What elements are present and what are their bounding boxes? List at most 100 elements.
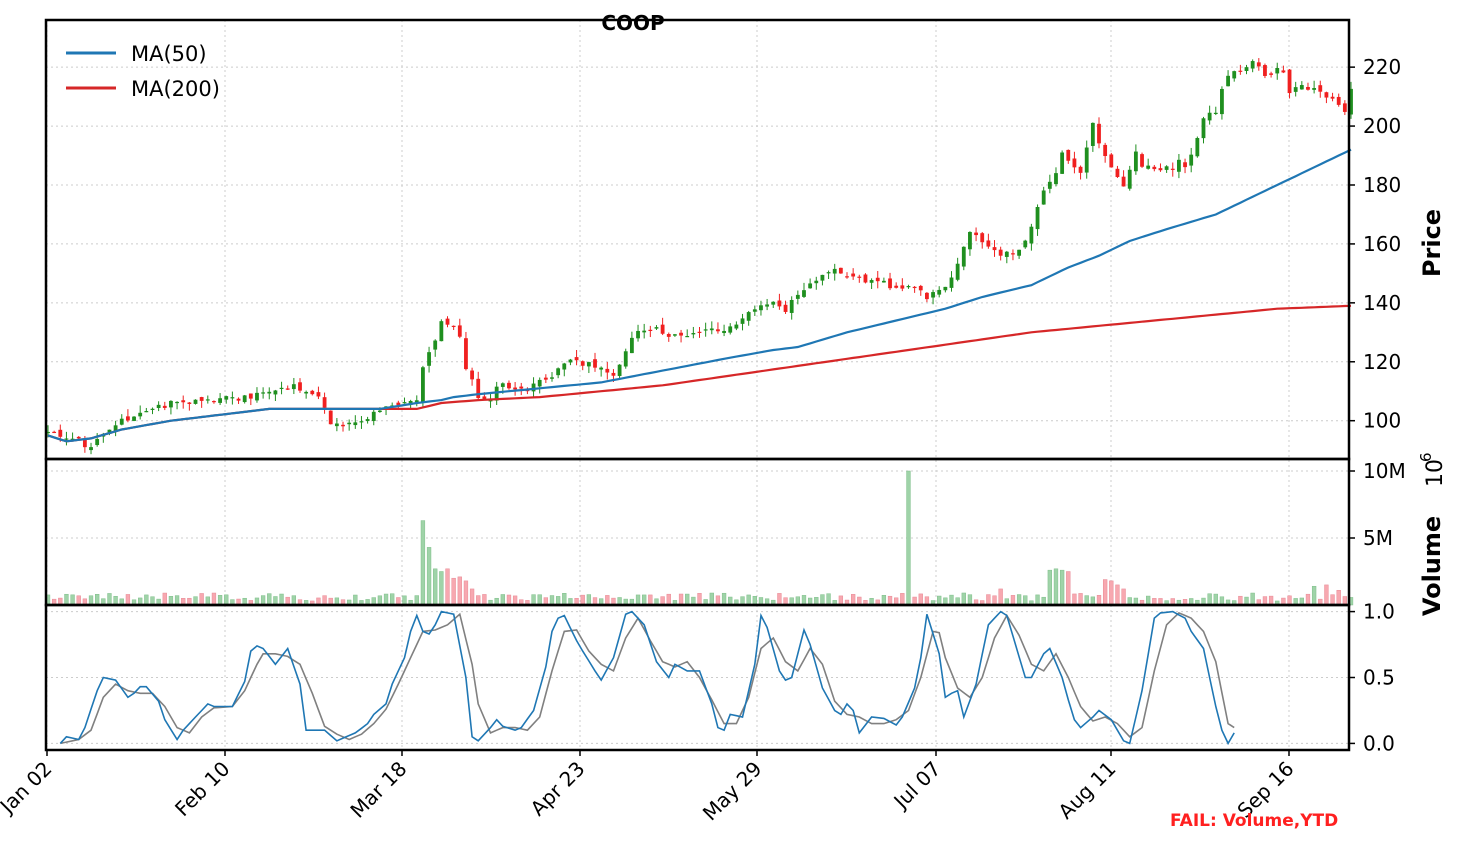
candle-body-51 [359,421,364,423]
volume-bar-27 [211,592,217,606]
candle-body-87 [580,361,585,366]
candle-body-53 [371,411,376,422]
candle-body-85 [568,359,573,363]
candle-body-11 [113,425,118,431]
volume-bar-71 [482,594,487,606]
volume-bar-87 [580,594,585,606]
volume-bar-106 [697,593,702,606]
volume-bar-104 [685,593,690,606]
candle-body-2 [58,429,63,437]
candle-body-79 [531,383,536,392]
candle-body-173 [1109,154,1114,168]
candle-body-61 [421,367,425,403]
volume-bar-173 [1109,580,1114,606]
volume-bar-211 [1342,596,1348,606]
candle-body-182 [1164,166,1169,170]
volume-bar-13 [125,594,131,606]
candle-body-129 [838,267,843,274]
volume-bar-206 [1311,585,1317,606]
candle-body-26 [205,399,210,401]
candle-body-18 [156,404,161,409]
candle-body-80 [537,379,542,387]
candle-body-19 [162,405,167,408]
candle-body-31 [236,398,241,401]
volume-bar-58 [402,595,407,606]
candle-body-25 [199,397,204,401]
volume-bar-79 [531,594,536,606]
candle-body-137 [888,278,892,289]
candle-body-71 [482,396,487,400]
volume-bar-115 [752,596,757,606]
volume-bar-194 [1238,595,1243,606]
volume-bar-126 [820,594,825,606]
candle-body-169 [1084,147,1089,173]
candle-body-29 [224,396,229,400]
candle-body-128 [832,268,837,274]
volume-bar-21 [174,595,180,606]
candle-body-102 [673,334,677,336]
candle-body-107 [703,329,708,331]
volume-bar-61 [420,520,426,606]
price-tick-label-4: 180 [1363,173,1401,197]
volume-bar-208 [1324,584,1329,606]
volume-bar-114 [746,594,751,606]
candle-body-24 [193,399,198,404]
candle-body-73 [494,386,499,401]
volume-bar-172 [1102,579,1108,606]
volume-bar-189 [1207,593,1212,606]
volume-bar-60 [414,595,419,606]
volume-bar-175 [1121,588,1126,606]
candle-body-23 [187,402,192,404]
candle-body-44 [316,392,321,397]
candle-body-122 [795,294,800,299]
volume-bar-123 [801,595,807,606]
volume-bar-4 [70,594,75,606]
volume-bar-36 [267,593,272,606]
candle-body-63 [433,340,438,350]
moving-averages [47,148,1352,443]
volume-bar-16 [144,594,149,606]
volume-bar-56 [390,593,395,606]
candle-body-165 [1060,152,1065,174]
candle-body-97 [642,330,647,333]
volume-bar-45 [322,595,327,606]
volume-bar-98 [648,594,653,606]
candle-body-46 [328,410,333,425]
candle-body-89 [593,359,597,368]
candle-body-135 [875,277,880,282]
volume-bar-63 [433,568,438,606]
candle-body-123 [802,290,806,297]
volume-bar-205 [1305,593,1311,606]
volume-bar-159 [1023,595,1028,606]
candle-body-58 [402,402,407,404]
candle-body-12 [119,418,124,425]
candle-body-153 [986,240,991,247]
candle-body-17 [150,408,155,410]
candle-body-170 [1090,122,1095,146]
volume-bar-25 [199,593,204,606]
candle-body-104 [685,336,690,338]
candle-body-30 [230,397,235,399]
volume-bar-155 [998,588,1003,606]
candle-body-28 [218,398,222,403]
candle-body-81 [543,377,548,380]
chart-title: COOP [601,11,664,35]
candlesticks [46,58,1353,455]
candle-body-181 [1158,168,1163,171]
volume-bar-96 [635,594,641,606]
candle-body-16 [144,411,149,413]
volume-bar-171 [1096,594,1102,606]
candle-body-160 [1029,226,1034,244]
candle-body-133 [863,274,868,283]
candle-body-134 [869,280,874,283]
candle-body-8 [95,439,100,446]
volume-bar-10 [107,593,112,606]
candle-body-84 [562,363,567,370]
legend-label-ma200: MA(200) [131,77,220,101]
price-tick-label-0: 100 [1363,409,1401,433]
candle-body-127 [826,272,831,274]
volume-bar-88 [586,594,592,606]
volume-bar-74 [500,594,505,606]
candle-body-138 [894,285,899,288]
